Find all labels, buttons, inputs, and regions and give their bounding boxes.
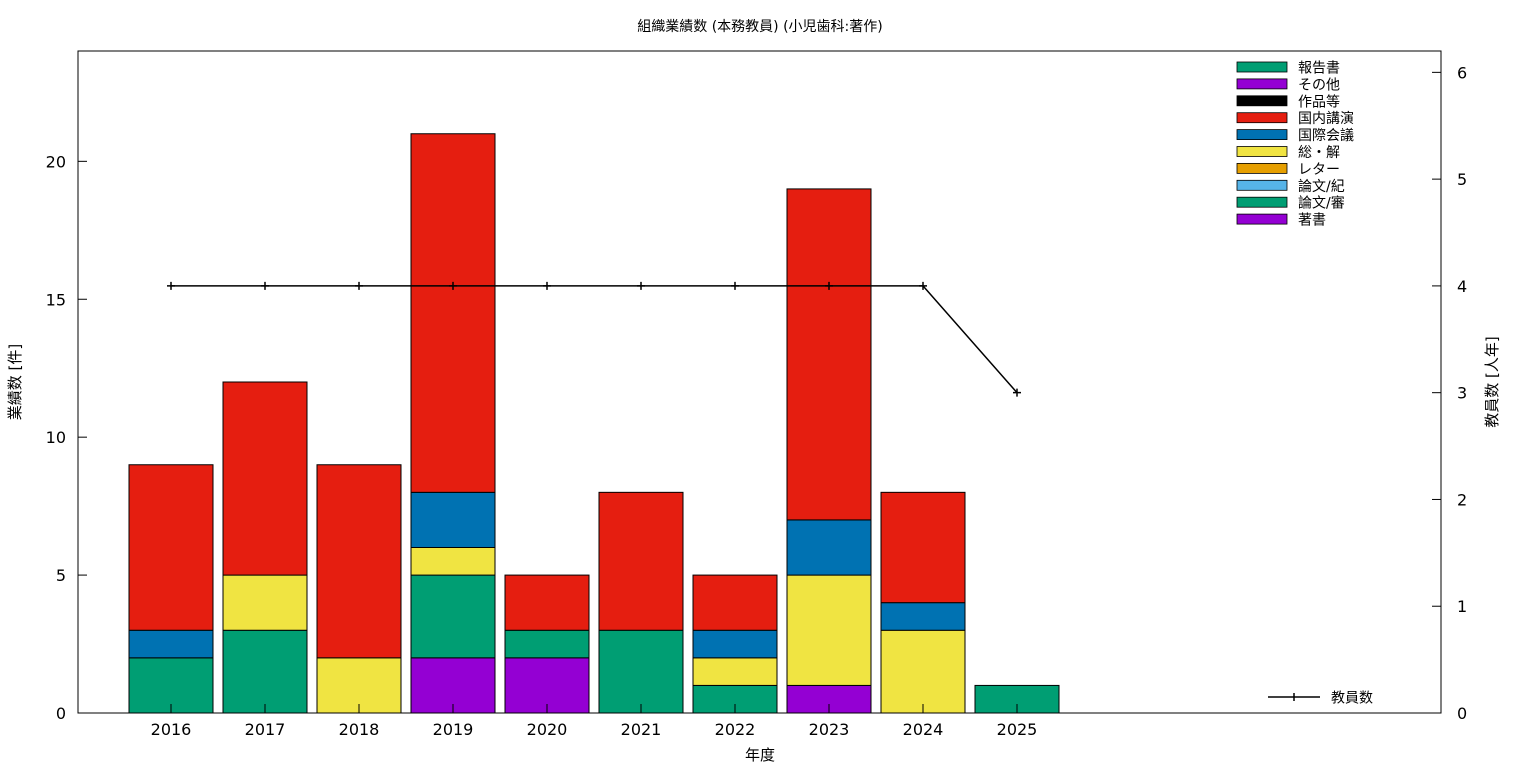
x-tick-label: 2023 bbox=[809, 720, 850, 739]
y-axis-label: 業績数 [件] bbox=[6, 344, 24, 420]
bar-segment bbox=[128, 464, 214, 631]
y2-tick-label: 3 bbox=[1457, 384, 1467, 403]
legend-swatch bbox=[1236, 146, 1288, 157]
x-tick-label: 2018 bbox=[339, 720, 380, 739]
legend-label: 総・解 bbox=[1298, 145, 1340, 161]
x-tick-label: 2020 bbox=[527, 720, 568, 739]
bar-segment bbox=[504, 629, 590, 659]
y2-tick-label: 4 bbox=[1457, 277, 1467, 296]
bar-segment bbox=[504, 574, 590, 631]
y-tick-label: 20 bbox=[46, 152, 66, 171]
bar-segment bbox=[880, 629, 966, 714]
line-point bbox=[1013, 388, 1021, 397]
bar-segment bbox=[786, 519, 872, 576]
bar-segment bbox=[222, 629, 308, 714]
bar-segment bbox=[598, 629, 684, 714]
bar-segment bbox=[128, 629, 214, 659]
y2-tick-label: 5 bbox=[1457, 170, 1467, 189]
legend-label: 国内講演 bbox=[1298, 111, 1354, 127]
y2-tick-label: 1 bbox=[1457, 597, 1467, 616]
legend-label: 報告書 bbox=[1298, 61, 1340, 77]
bar-segment bbox=[316, 657, 402, 714]
legend-swatch bbox=[1236, 162, 1288, 174]
line-point bbox=[731, 281, 739, 290]
line-point bbox=[637, 281, 645, 290]
bar-segment bbox=[786, 574, 872, 686]
bar-segment bbox=[410, 547, 496, 576]
legend-swatch bbox=[1236, 61, 1288, 73]
y-tick-label: 10 bbox=[46, 428, 66, 447]
bar-segment bbox=[880, 491, 966, 604]
legend-swatch bbox=[1236, 95, 1288, 107]
line-point bbox=[825, 281, 833, 290]
bar-segment bbox=[410, 133, 496, 493]
y-tick-label: 5 bbox=[56, 566, 66, 585]
line-point bbox=[919, 281, 927, 290]
x-axis-label: 年度 bbox=[745, 746, 775, 764]
legend-swatch bbox=[1236, 129, 1288, 141]
y-tick-label: 15 bbox=[46, 290, 66, 309]
line-point bbox=[167, 281, 175, 290]
x-tick-label: 2017 bbox=[245, 720, 286, 739]
line-point bbox=[355, 281, 363, 290]
y2-tick-label: 6 bbox=[1457, 63, 1467, 82]
x-tick-label: 2016 bbox=[151, 720, 192, 739]
legend-swatch bbox=[1236, 112, 1288, 124]
x-tick-label: 2025 bbox=[997, 720, 1038, 739]
legend-swatch bbox=[1236, 78, 1288, 90]
legend-label: 著書 bbox=[1298, 213, 1326, 229]
y2-tick-label: 0 bbox=[1457, 704, 1467, 723]
bar-segment bbox=[410, 491, 496, 549]
line-series-path bbox=[171, 285, 1018, 394]
line-point bbox=[543, 281, 551, 290]
x-tick-label: 2021 bbox=[621, 720, 662, 739]
line-point bbox=[261, 281, 269, 290]
bar-segment bbox=[598, 491, 684, 631]
legend-swatch bbox=[1236, 196, 1288, 208]
plot-area: 0 5 10 15 20 0 1 2 3 4 5 6 2016 2017 2018 2019 2020 2021 2… bbox=[46, 50, 1467, 739]
bar-segment bbox=[692, 574, 778, 631]
bar-segment bbox=[222, 574, 308, 631]
x-tick-label: 2024 bbox=[903, 720, 944, 739]
bar-segment bbox=[128, 657, 214, 714]
y2-axis-label: 教員数 [人年] bbox=[1483, 336, 1501, 427]
bar-segment bbox=[410, 574, 496, 659]
bar-segment bbox=[692, 629, 778, 659]
bar-segment bbox=[222, 381, 308, 576]
y2-tick-label: 2 bbox=[1457, 490, 1467, 509]
x-tick-label: 2019 bbox=[433, 720, 474, 739]
legend-label: 国際会議 bbox=[1298, 127, 1354, 144]
legend-label: 論文/紀 bbox=[1298, 179, 1345, 195]
legend-label: その他 bbox=[1298, 77, 1340, 93]
y-tick-label: 0 bbox=[56, 704, 66, 723]
bar-segment bbox=[880, 602, 966, 631]
bar-segment bbox=[786, 188, 872, 521]
legend-swatch bbox=[1236, 213, 1288, 225]
line-point bbox=[449, 281, 457, 290]
x-tick-label: 2022 bbox=[715, 720, 756, 739]
bar-segment bbox=[316, 464, 402, 659]
bar-segment bbox=[692, 657, 778, 686]
legend-label: レター bbox=[1298, 162, 1340, 178]
bar-segment bbox=[504, 657, 590, 714]
legend-label: 教員数 bbox=[1331, 691, 1373, 707]
chart-title: 組織業績数 (本務教員) (小児歯科:著作) bbox=[637, 19, 882, 35]
legend-swatch bbox=[1236, 179, 1288, 191]
legend-label: 論文/審 bbox=[1298, 196, 1345, 212]
legend-label: 作品等 bbox=[1298, 93, 1340, 110]
